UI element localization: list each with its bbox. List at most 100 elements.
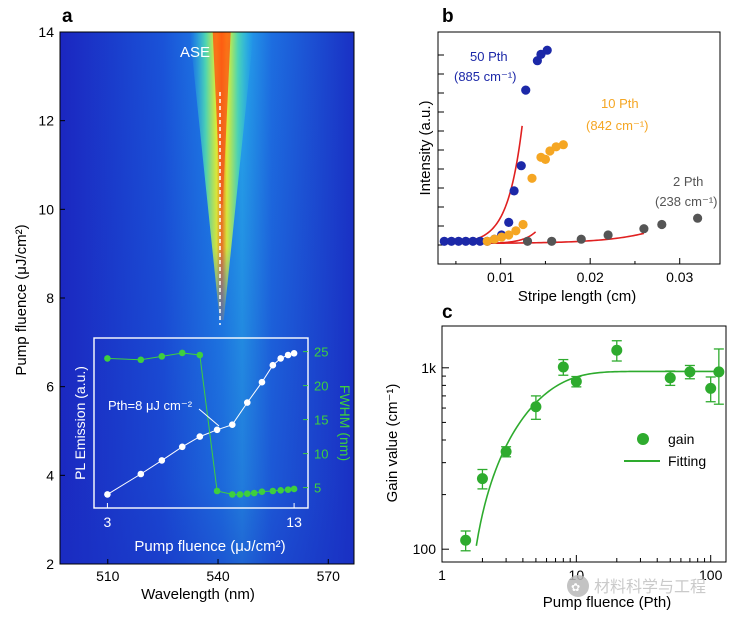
legend-gain-label: gain (668, 431, 694, 447)
point-10-pth (518, 219, 528, 230)
panel-b-xtick-label: 0.03 (666, 269, 693, 285)
pl-emission-point (277, 355, 284, 362)
inset-ytick-right-label: 10 (314, 447, 328, 462)
fwhm-point (236, 491, 244, 498)
gain-point (713, 366, 725, 378)
panel-a-xtick-label: 540 (206, 568, 230, 584)
fwhm-point (158, 353, 166, 360)
point-2-pth (603, 230, 613, 240)
threshold-pointer-line (198, 408, 220, 427)
panel-a-label: a (62, 6, 73, 27)
pl-emission-point (243, 399, 251, 406)
fwhm-point (243, 490, 251, 498)
panel-b-xtick-label: 0.02 (577, 269, 604, 285)
watermark-logo-icon (567, 575, 589, 597)
panel-a-xtick-label: 510 (96, 568, 120, 584)
pl-emission-point (213, 426, 221, 434)
gain-point (570, 376, 582, 388)
inset-ytick-right-label: 20 (314, 379, 328, 394)
fwhm-point (196, 351, 204, 359)
watermark-text: 材料科学与工程 (594, 578, 706, 596)
ase-annotation: ASE (180, 44, 210, 61)
panel-c-ylabel: Gain value (cm⁻¹) (384, 384, 401, 503)
panel-a-ytick-label: 10 (38, 201, 54, 217)
point-10-pth (558, 140, 568, 150)
pl-emission-point (137, 470, 145, 478)
point-50-pth (439, 236, 449, 246)
pl-emission-point (196, 433, 204, 440)
pl-emission-point (290, 350, 298, 357)
panel-b-xlabel: Stripe length (cm) (518, 288, 636, 305)
panel-b-frame (437, 31, 721, 265)
pl-emission-point (269, 361, 277, 369)
ase-emission-band (189, 32, 254, 321)
point-50-pth (453, 236, 464, 246)
inset-frame (93, 337, 309, 509)
series-gain-50pth: (885 cm⁻¹) (454, 69, 516, 84)
gain-point (557, 361, 569, 373)
pl-emission-point (258, 378, 266, 386)
gain-point (705, 382, 717, 394)
fwhm-point (277, 487, 284, 494)
series-gain-10pth: (842 cm⁻¹) (586, 118, 648, 133)
point-50-pth (475, 236, 485, 246)
gain-point (664, 372, 676, 384)
panel-b-ylabel: Intensity (a.u.) (417, 100, 434, 195)
watermark: ✿ 材料科学与工程 (567, 575, 706, 597)
panel-a-xtick-label: 570 (317, 568, 341, 584)
point-2-pth (522, 236, 533, 246)
panel-a-xlabel: Wavelength (nm) (141, 586, 255, 603)
point-10-pth (551, 142, 561, 152)
point-2-pth (693, 213, 703, 223)
point-10-pth (504, 230, 514, 240)
series-gain-2pth: (238 cm⁻¹) (655, 194, 717, 209)
inset-xtick-label: 3 (104, 514, 112, 530)
panel-a-inset: 3 13 5 10 15 20 25 Pump fluence (μJ/cm²) PL Em… (72, 337, 353, 555)
pl-emission-point (158, 457, 166, 464)
fwhm-point (228, 491, 236, 498)
series-label-50pth: 50 Pth (470, 49, 508, 64)
pl-emission-point (178, 443, 186, 451)
pl-emission-point (228, 421, 236, 429)
point-50-pth (516, 161, 526, 171)
fwhm-point (290, 485, 298, 493)
point-2-pth (657, 219, 667, 230)
panel-a-ytick-label: 14 (38, 24, 54, 40)
panel-c-label: c (442, 302, 453, 323)
point-50-pth (461, 236, 471, 246)
fwhm-point (284, 486, 292, 493)
point-2-pth (639, 224, 649, 234)
threshold-annotation: Pth=8 μJ cm⁻² (108, 398, 193, 413)
inset-ytick-right-label: 25 (314, 345, 328, 360)
panel-a-ytick-label: 8 (46, 290, 54, 306)
inset-ytick-right-label: 5 (314, 481, 321, 496)
point-10-pth (527, 173, 537, 183)
point-50-pth (521, 85, 531, 95)
point-2-pth (547, 236, 557, 246)
panel-b-xtick-label: 0.01 (487, 269, 514, 285)
inset-xlabel: Pump fluence (μJ/cm²) (134, 538, 285, 555)
fwhm-point (258, 488, 266, 495)
point-10-pth (540, 154, 551, 164)
pl-emission-point (284, 351, 292, 359)
gain-point (500, 446, 512, 458)
point-50-pth (504, 217, 514, 227)
fwhm-point (269, 487, 277, 495)
panel-c-ytick-label: 100 (413, 541, 437, 557)
inset-ylabel-left: PL Emission (a.u.) (72, 366, 88, 480)
svg-text:✿: ✿ (571, 582, 580, 594)
legend-gain-marker (637, 433, 649, 445)
gain-point (684, 366, 696, 378)
fwhm-point (250, 489, 258, 497)
gain-point (460, 534, 472, 546)
panel-a-ytick-label: 12 (38, 113, 54, 129)
point-10-pth (489, 234, 499, 244)
pl-emission-point (104, 491, 111, 498)
panel-a-ytick-label: 4 (46, 467, 54, 483)
point-50-pth (542, 45, 552, 55)
gain-point (476, 473, 488, 485)
inset-ylabel-right: FWHM (nm) (337, 385, 353, 461)
inset-ytick-right-label: 15 (314, 413, 328, 428)
